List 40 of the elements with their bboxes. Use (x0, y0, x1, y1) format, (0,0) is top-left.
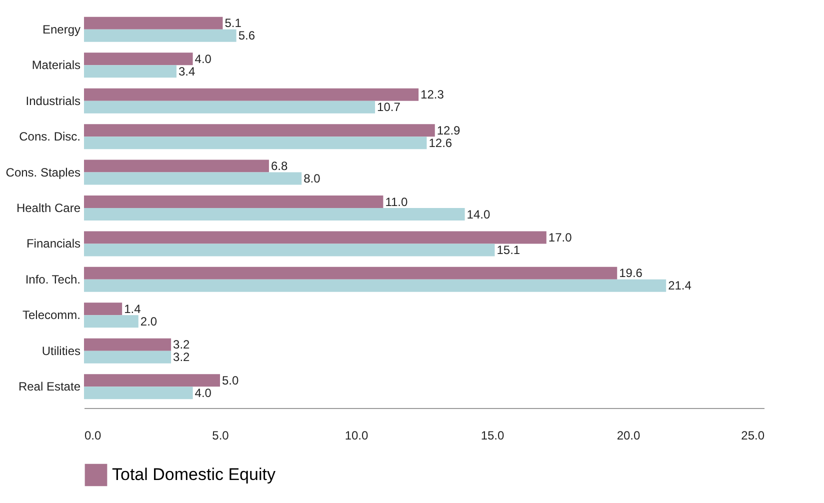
data-label: 4.0 (194, 52, 212, 66)
x-tick-label: 20.0 (616, 428, 640, 442)
y-tick-label: Financials (26, 236, 80, 251)
y-tick-label: Energy (42, 22, 80, 36)
data-label: 15.1 (496, 242, 520, 257)
y-tick-label: Materials (32, 58, 80, 72)
y-tick-label: Utilities (42, 344, 80, 358)
data-label: 5.1 (224, 16, 242, 30)
data-label: 11.0 (385, 194, 408, 209)
data-label: 12.6 (428, 136, 452, 150)
x-tick-label: 0.0 (84, 428, 102, 442)
data-label: 14.0 (466, 207, 490, 222)
data-label: 5.6 (238, 28, 256, 43)
data-label: 3.2 (173, 338, 190, 352)
data-label: 1.4 (124, 302, 142, 316)
x-tick-label: 15.0 (480, 428, 504, 442)
y-tick-label: Industrials (26, 94, 80, 108)
data-label: 3.4 (178, 64, 196, 78)
y-tick-label: Telecomm. (22, 308, 80, 322)
data-label: 19.6 (619, 266, 643, 280)
data-label: 21.4 (668, 278, 692, 293)
data-label: 2.0 (140, 314, 158, 328)
x-tick-label: 10.0 (344, 428, 368, 442)
x-tick-label: 5.0 (212, 428, 230, 442)
data-label: 5.0 (222, 373, 240, 388)
data-label: 10.7 (377, 100, 401, 114)
data-label: 6.8 (270, 159, 288, 174)
data-label: 17.0 (548, 230, 572, 244)
y-tick-label: Real Estate (18, 380, 81, 394)
data-label: 8.0 (304, 172, 321, 186)
data-label: 3.2 (173, 350, 190, 364)
data-label: 12.9 (436, 123, 461, 138)
y-tick-label: Cons. Disc. (19, 130, 80, 144)
data-label: 4.0 (194, 386, 212, 400)
data-label: 12.3 (420, 88, 444, 102)
y-tick-label: Health Care (16, 201, 81, 215)
x-tick-label: 25.0 (741, 428, 765, 442)
legend-label: Total Domestic Equity (112, 465, 276, 484)
y-tick-label: Info. Tech. (25, 272, 80, 286)
y-tick-label: Cons. Staples (6, 165, 80, 180)
